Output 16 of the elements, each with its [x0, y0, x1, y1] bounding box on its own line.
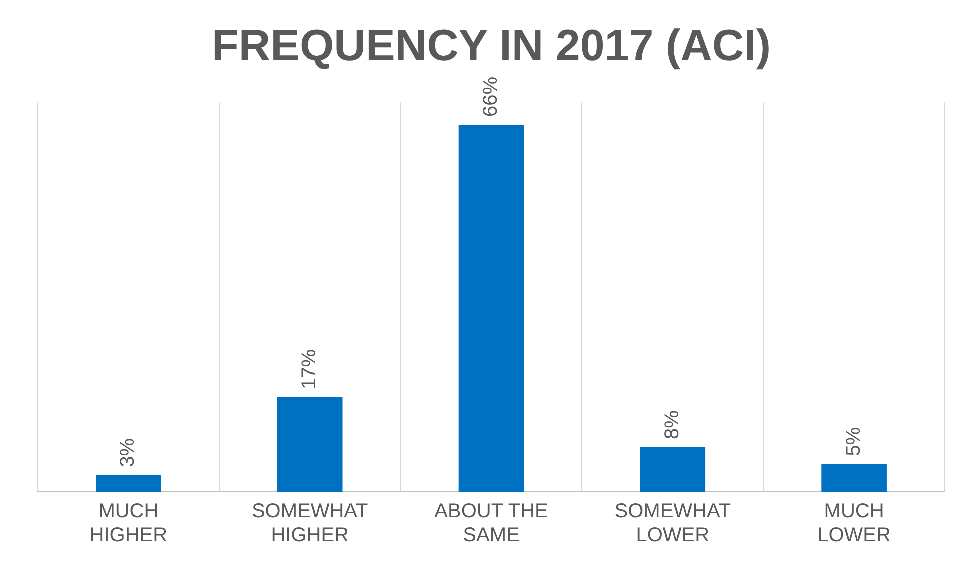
- bar: [277, 397, 343, 492]
- bar: [822, 464, 887, 492]
- bar: [96, 475, 162, 492]
- data-label: 3%: [117, 438, 140, 468]
- x-tick-label: SOMEWHAT LOWER: [614, 500, 732, 547]
- chart-title: FREQUENCY IN 2017 (ACI): [212, 22, 772, 71]
- x-tick-label: MUCH LOWER: [818, 500, 891, 547]
- x-tick-label: SOMEWHAT HIGHER: [252, 500, 368, 547]
- data-label: 17%: [298, 349, 321, 390]
- data-label: 5%: [842, 427, 865, 456]
- bar: [640, 448, 706, 492]
- data-label: 66%: [480, 76, 502, 118]
- x-tick-label: MUCH HIGHER: [90, 500, 168, 547]
- data-label: 8%: [661, 410, 684, 440]
- x-tick-label: ABOUT THE SAME: [434, 500, 548, 547]
- bar: [458, 125, 524, 492]
